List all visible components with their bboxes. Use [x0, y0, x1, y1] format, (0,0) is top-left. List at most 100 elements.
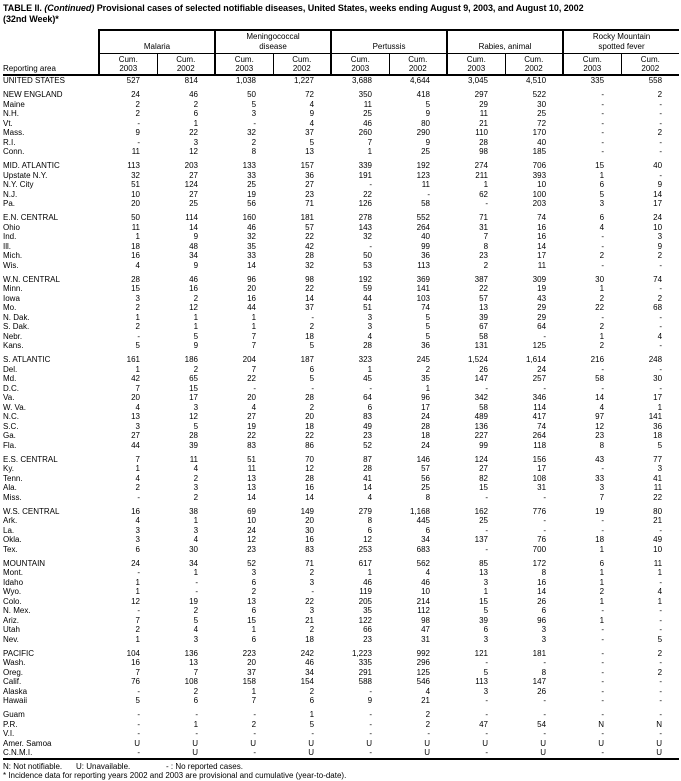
cell-value: 33	[247, 170, 257, 180]
row-label: Alaska	[3, 686, 28, 696]
cell-value: 17	[189, 393, 199, 402]
cell-value: 6	[541, 606, 547, 615]
cell-value: 3	[135, 293, 140, 303]
cell-value: 5	[657, 634, 663, 644]
year-label: 2002	[292, 64, 311, 73]
row-label: P.R.	[3, 719, 18, 729]
cell-value: -	[485, 525, 489, 535]
cell-value: 62	[479, 189, 489, 199]
year-label: 2003	[235, 64, 254, 73]
cell-value: 22	[653, 492, 663, 502]
cell-value: -	[659, 137, 663, 147]
cell-value: 14	[305, 293, 315, 303]
cell-value: -	[601, 137, 605, 147]
table-row: Mo. 2 12 44 37 51 74 13 29 22 68	[3, 303, 679, 313]
cell-value: 17	[653, 393, 663, 402]
cell-value: 1	[193, 719, 199, 729]
cell-value: -	[659, 677, 663, 686]
cell-value: -	[137, 606, 140, 615]
cell-value: 6	[599, 558, 605, 568]
cum-label: Cum.	[350, 55, 370, 64]
cell-value: 24	[421, 440, 431, 450]
cell-value: 445	[416, 516, 431, 525]
cell-value: 2	[135, 483, 140, 492]
cell-value: 49	[363, 421, 373, 431]
cell-value: 3	[309, 606, 315, 615]
cell-value: 32	[131, 170, 140, 180]
cell-value: 8	[483, 241, 489, 251]
cell-value: 15	[131, 284, 140, 293]
cell-value: 13	[131, 412, 140, 421]
cell-value: 8	[425, 492, 431, 502]
cell-value: 53	[363, 260, 373, 270]
cum-column-header: Cum. 2002	[388, 53, 448, 76]
cell-value: 12	[189, 412, 199, 421]
cell-value: 15	[479, 483, 489, 492]
cell-value: 23	[363, 431, 373, 440]
row-label: Hawaii	[3, 696, 28, 705]
cell-value: 10	[653, 222, 663, 232]
cell-value: 187	[300, 355, 315, 364]
row-label: Utah	[3, 625, 20, 634]
cell-value: -	[659, 606, 663, 615]
cell-value: 4	[657, 331, 663, 341]
cum-column-header: Cum. 2003	[562, 53, 622, 76]
cell-value: 3	[135, 421, 140, 431]
row-label: Md.	[3, 374, 17, 383]
row-label: Ill.	[3, 241, 11, 251]
cell-value: 1	[251, 312, 257, 322]
cell-value: 3	[599, 199, 605, 208]
cell-value: 58	[421, 199, 431, 208]
cell-value: 9	[425, 109, 431, 118]
cell-value: -	[601, 260, 605, 270]
cell-value: -	[659, 615, 663, 625]
cell-value: -	[485, 544, 489, 554]
cell-value: -	[427, 189, 431, 199]
cell-value: 205	[358, 596, 373, 606]
cell-value: 181	[532, 648, 547, 658]
row-label: Ohio	[3, 222, 20, 232]
table-row: PACIFIC 104 136 223 242 1,223 992 121 181 - 2	[3, 649, 679, 659]
cell-value: 776	[532, 506, 547, 516]
cell-value: 814	[184, 76, 199, 85]
cell-value: 27	[479, 464, 489, 473]
cell-value: -	[369, 686, 373, 696]
cell-value: 87	[363, 454, 373, 464]
table-row: Vt. - 1 - 4 46 80 21 72 - -	[3, 119, 679, 129]
cell-value: 118	[533, 440, 547, 450]
cell-value: -	[137, 686, 140, 696]
cell-value: 23	[479, 251, 489, 260]
cell-value: 2	[599, 251, 605, 260]
cell-value: 74	[653, 274, 663, 284]
cell-value: U	[192, 748, 199, 757]
cell-value: 1	[309, 710, 315, 719]
cell-value: 41	[653, 473, 663, 483]
cell-value: 31	[537, 483, 547, 492]
cell-value: 2	[193, 99, 199, 109]
cell-value: 4	[425, 686, 431, 696]
cell-value: 65	[189, 374, 199, 383]
cell-value: 32	[305, 260, 315, 270]
cell-value: 22	[305, 232, 315, 241]
cell-value: 51	[363, 303, 373, 312]
cell-value: 14	[305, 492, 315, 502]
cell-value: 18	[421, 431, 431, 440]
row-label: N. Dak.	[3, 312, 30, 322]
row-label: Mich.	[3, 251, 23, 260]
cell-value: 1	[135, 577, 140, 587]
cell-value: -	[659, 284, 663, 293]
cell-value: 83	[305, 544, 315, 554]
cell-value: -	[137, 710, 140, 719]
column-group-label: Rocky Mountain	[592, 32, 651, 41]
cell-value: 203	[532, 199, 547, 208]
year-label: 2003	[119, 64, 138, 73]
table-row: C.N.M.I. - U - U - U - U - U	[3, 748, 679, 759]
table-row: Tex. 6 30 23 83 253 683 - 700 1 10	[3, 545, 679, 555]
cell-value: 227	[474, 431, 489, 440]
cell-value: 15	[595, 161, 605, 170]
cell-value: 1	[135, 587, 140, 596]
cell-value: 10	[421, 587, 431, 596]
cell-value: 77	[653, 454, 663, 464]
cell-value: 15	[247, 615, 257, 625]
row-label: Colo.	[3, 596, 22, 606]
